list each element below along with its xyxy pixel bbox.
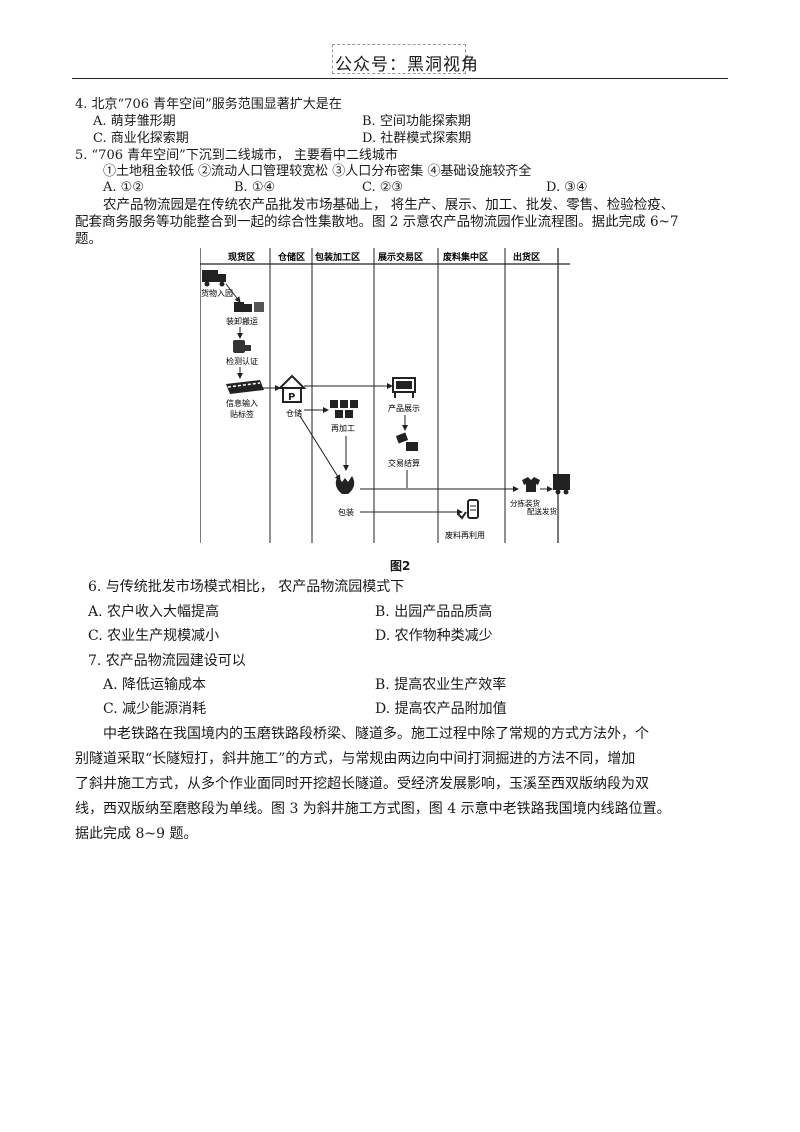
q7-option-a: A. 降低运输成本: [103, 677, 207, 693]
svg-text:P: P: [288, 392, 295, 403]
flow-diagram: 现货区 仓储区 包装加工区 展示交易区 废料集中区 出货区 货物入园 装卸搬运 …: [200, 248, 570, 543]
figure2-caption: 图2: [390, 559, 411, 573]
header-title: 公众号：黑洞视角: [335, 55, 479, 75]
node-display: 产品展示: [388, 403, 420, 413]
flow-arrow: [299, 415, 341, 481]
q5-option-b: B. ①④: [234, 180, 276, 195]
zone-label-spot: 现货区: [228, 251, 255, 263]
boxes-icon: [330, 400, 358, 418]
intro1-line1: 农产品物流园是在传统农产品批发市场基础上， 将生产、展示、加工、批发、零售、检验…: [103, 197, 675, 213]
node-waste-reuse: 废料再利用: [445, 530, 485, 540]
zone-label-storage: 仓储区: [277, 251, 305, 263]
node-settlement: 交易结算: [388, 458, 420, 468]
q4-option-a: A. 萌芽雏形期: [93, 114, 176, 129]
intro2-line3: 了斜井施工方式，从多个作业面同时开挖超长隧道。受经济发展影响，玉溪至西双版纳段为…: [75, 776, 649, 792]
node-reprocess: 再加工: [331, 423, 355, 433]
intro2-line2: 别隧道采取“长隧短打，斜井施工”的方式，与常规由两边向中间打洞掘进的方法不同，增…: [75, 751, 636, 767]
intro2-line5: 据此完成 8~9 题。: [75, 826, 198, 842]
q6-stem: 6. 与传统批发市场模式相比， 农产品物流园模式下: [88, 579, 405, 595]
conveyor-icon: [226, 380, 264, 394]
intro1-line2: 配套商务服务等功能整合到一起的综合性集散地。图 2 示意农产品物流园作业流程图。…: [75, 214, 679, 230]
q7-option-b: B. 提高农业生产效率: [375, 677, 507, 693]
recycle-bin-icon: [457, 499, 479, 520]
header-rule: [72, 78, 728, 79]
intro1-line3: 题。: [75, 231, 102, 247]
node-dispatch: 配送发货: [527, 506, 557, 516]
intro2-line1: 中老铁路在我国境内的玉磨铁路段桥梁、隧道多。施工过程中除了常规的方式方法外，个: [103, 726, 649, 742]
q5-statements: ①土地租金较低 ②流动人口管理较宽松 ③人口分布密集 ④基础设施较齐全: [103, 164, 532, 179]
node-storage: 仓储: [286, 408, 302, 418]
transaction-icon: [395, 432, 418, 451]
q5-stem: 5. “706 青年空间”下沉到二线城市， 主要看中二线城市: [75, 148, 398, 163]
delivery-truck-icon: [553, 474, 570, 495]
q4-option-d: D. 社群模式探索期: [362, 131, 472, 146]
q6-option-a: A. 农户收入大幅提高: [88, 604, 220, 620]
zone-label-processing: 包装加工区: [314, 251, 360, 263]
node-packaging: 包装: [338, 507, 354, 517]
q7-option-c: C. 减少能源消耗: [103, 701, 207, 717]
inspection-icon: [233, 340, 251, 353]
q5-option-a: A. ①②: [103, 180, 144, 195]
q6-option-b: B. 出园产品品质高: [375, 604, 493, 620]
zone-label-waste: 废料集中区: [443, 251, 488, 263]
intro2-line4: 线，西双版纳至磨憨段为单线。图 3 为斜井施工方式图，图 4 示意中老铁路我国境…: [75, 801, 671, 817]
node-loading: 装卸搬运: [226, 316, 258, 326]
node-inspection: 检测认证: [226, 356, 258, 366]
shirt-icon: [522, 477, 540, 492]
q6-option-c: C. 农业生产规模减小: [88, 628, 220, 644]
node-sorting: 分拣装货: [510, 498, 540, 508]
q4-option-b: B. 空间功能探索期: [362, 114, 471, 129]
q7-option-d: D. 提高农产品附加值: [375, 701, 507, 717]
q5-option-c: C. ②③: [362, 180, 404, 195]
truck-icon: [202, 270, 226, 287]
node-labeling: 贴标签: [230, 409, 254, 419]
q4-stem: 4. 北京“706 青年空间”服务范围显著扩大是在: [75, 97, 342, 112]
display-icon: [392, 377, 416, 398]
warehouse-icon: P: [277, 374, 307, 403]
q5-option-d: D. ③④: [546, 180, 588, 195]
q4-option-c: C. 商业化探索期: [93, 131, 189, 146]
flow-arrow: [225, 283, 241, 303]
q7-stem: 7. 农产品物流园建设可以: [88, 653, 246, 669]
zone-label-shipping: 出货区: [513, 251, 540, 263]
node-info-input: 信息输入: [226, 398, 258, 408]
forklift-icon: [234, 302, 264, 312]
header-box: [332, 44, 466, 74]
zone-label-display: 展示交易区: [378, 251, 423, 263]
q6-option-d: D. 农作物种类减少: [375, 628, 493, 644]
hands-icon: [335, 476, 355, 494]
node-goods-in: 货物入园: [201, 288, 233, 298]
